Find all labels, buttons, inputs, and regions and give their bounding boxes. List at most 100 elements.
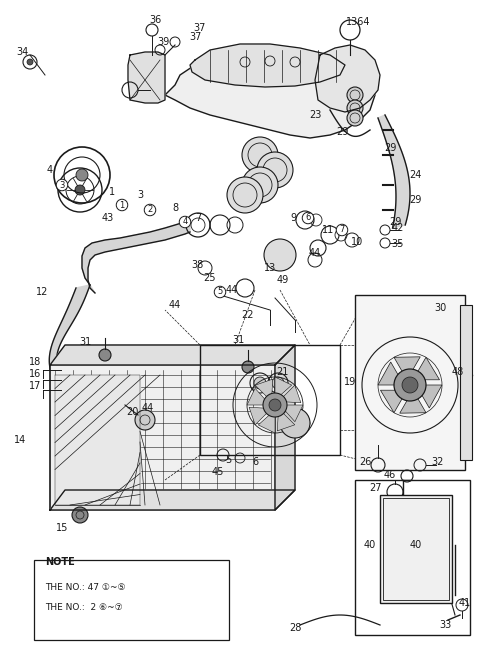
- Text: 29: 29: [336, 127, 348, 137]
- Text: 29: 29: [409, 195, 421, 205]
- Polygon shape: [378, 362, 404, 385]
- Text: 37: 37: [189, 32, 201, 42]
- Circle shape: [227, 177, 263, 213]
- Text: NOTE: NOTE: [45, 557, 75, 567]
- Circle shape: [347, 87, 363, 103]
- Bar: [380, 495, 452, 603]
- Polygon shape: [165, 55, 375, 138]
- Text: 26: 26: [359, 457, 371, 467]
- Polygon shape: [277, 408, 295, 431]
- Text: 44: 44: [169, 300, 181, 310]
- Text: 3: 3: [137, 190, 143, 200]
- Text: 44: 44: [226, 285, 238, 295]
- Text: 20: 20: [126, 407, 138, 417]
- Text: 28: 28: [289, 623, 301, 633]
- Circle shape: [347, 110, 363, 126]
- Text: 42: 42: [392, 223, 404, 233]
- Circle shape: [269, 399, 281, 411]
- Circle shape: [75, 185, 85, 195]
- Text: 1364: 1364: [346, 17, 370, 27]
- Text: 1: 1: [109, 187, 115, 197]
- Circle shape: [394, 369, 426, 401]
- Text: THE NO.: 47 ①~⑤: THE NO.: 47 ①~⑤: [45, 583, 126, 592]
- Text: 25: 25: [204, 273, 216, 283]
- Text: THE NO.:  2 ⑥~⑦: THE NO.: 2 ⑥~⑦: [45, 603, 123, 612]
- Polygon shape: [378, 115, 410, 228]
- Polygon shape: [275, 345, 295, 510]
- Text: 4: 4: [47, 165, 53, 175]
- Text: 44: 44: [309, 248, 321, 258]
- Text: 36: 36: [149, 15, 161, 25]
- Text: 39: 39: [157, 37, 169, 47]
- Circle shape: [280, 408, 310, 438]
- Polygon shape: [50, 490, 295, 510]
- Circle shape: [242, 361, 254, 373]
- Text: 16: 16: [29, 369, 41, 379]
- Circle shape: [72, 507, 88, 523]
- Polygon shape: [413, 358, 440, 380]
- Polygon shape: [381, 390, 407, 412]
- Polygon shape: [275, 377, 292, 400]
- Text: 5: 5: [217, 288, 223, 297]
- Text: 8: 8: [172, 203, 178, 213]
- Text: 4: 4: [182, 217, 188, 227]
- Text: 29: 29: [389, 217, 401, 227]
- Text: 31: 31: [232, 335, 244, 345]
- Circle shape: [272, 377, 284, 389]
- Bar: [355, 295, 465, 470]
- Polygon shape: [128, 52, 165, 103]
- Circle shape: [76, 169, 88, 181]
- Polygon shape: [400, 390, 426, 413]
- Text: 21: 21: [276, 367, 288, 377]
- Circle shape: [347, 100, 363, 116]
- Text: 7: 7: [339, 225, 345, 235]
- Text: 40: 40: [364, 540, 376, 550]
- Text: 31: 31: [79, 337, 91, 347]
- Polygon shape: [255, 379, 273, 401]
- Polygon shape: [82, 220, 190, 293]
- Text: 46: 46: [384, 470, 396, 480]
- Text: 6: 6: [252, 457, 258, 467]
- Polygon shape: [249, 407, 272, 425]
- Polygon shape: [278, 385, 301, 403]
- Circle shape: [27, 59, 33, 65]
- Circle shape: [135, 410, 155, 430]
- Text: 15: 15: [56, 523, 68, 533]
- Polygon shape: [247, 388, 270, 405]
- Circle shape: [99, 349, 111, 361]
- Text: 11: 11: [322, 225, 334, 235]
- Text: 27: 27: [369, 483, 381, 493]
- Bar: [383, 498, 449, 600]
- Text: 13: 13: [264, 263, 276, 273]
- Circle shape: [254, 377, 266, 389]
- Polygon shape: [50, 345, 295, 365]
- Polygon shape: [49, 285, 90, 408]
- FancyBboxPatch shape: [34, 560, 229, 640]
- Text: 7: 7: [195, 213, 201, 223]
- Circle shape: [242, 137, 278, 173]
- Polygon shape: [55, 375, 140, 505]
- Text: 2: 2: [147, 206, 153, 215]
- Bar: [50, 365, 275, 510]
- Polygon shape: [416, 385, 442, 408]
- Text: 49: 49: [277, 275, 289, 285]
- Text: 44: 44: [142, 403, 154, 413]
- Circle shape: [263, 393, 287, 417]
- Polygon shape: [315, 45, 380, 112]
- Text: 41: 41: [459, 598, 471, 608]
- Text: 10: 10: [351, 237, 363, 247]
- Text: 19: 19: [344, 377, 356, 387]
- Circle shape: [143, 393, 163, 413]
- Circle shape: [264, 239, 296, 271]
- Circle shape: [242, 167, 278, 203]
- Text: 3: 3: [60, 180, 65, 190]
- Text: 32: 32: [432, 457, 444, 467]
- Bar: [355, 480, 470, 635]
- Text: 23: 23: [309, 110, 321, 120]
- Text: 1: 1: [120, 200, 125, 210]
- Text: 40: 40: [410, 540, 422, 550]
- Text: 22: 22: [242, 310, 254, 320]
- Text: 9: 9: [290, 213, 296, 223]
- Circle shape: [257, 152, 293, 188]
- Polygon shape: [190, 44, 345, 87]
